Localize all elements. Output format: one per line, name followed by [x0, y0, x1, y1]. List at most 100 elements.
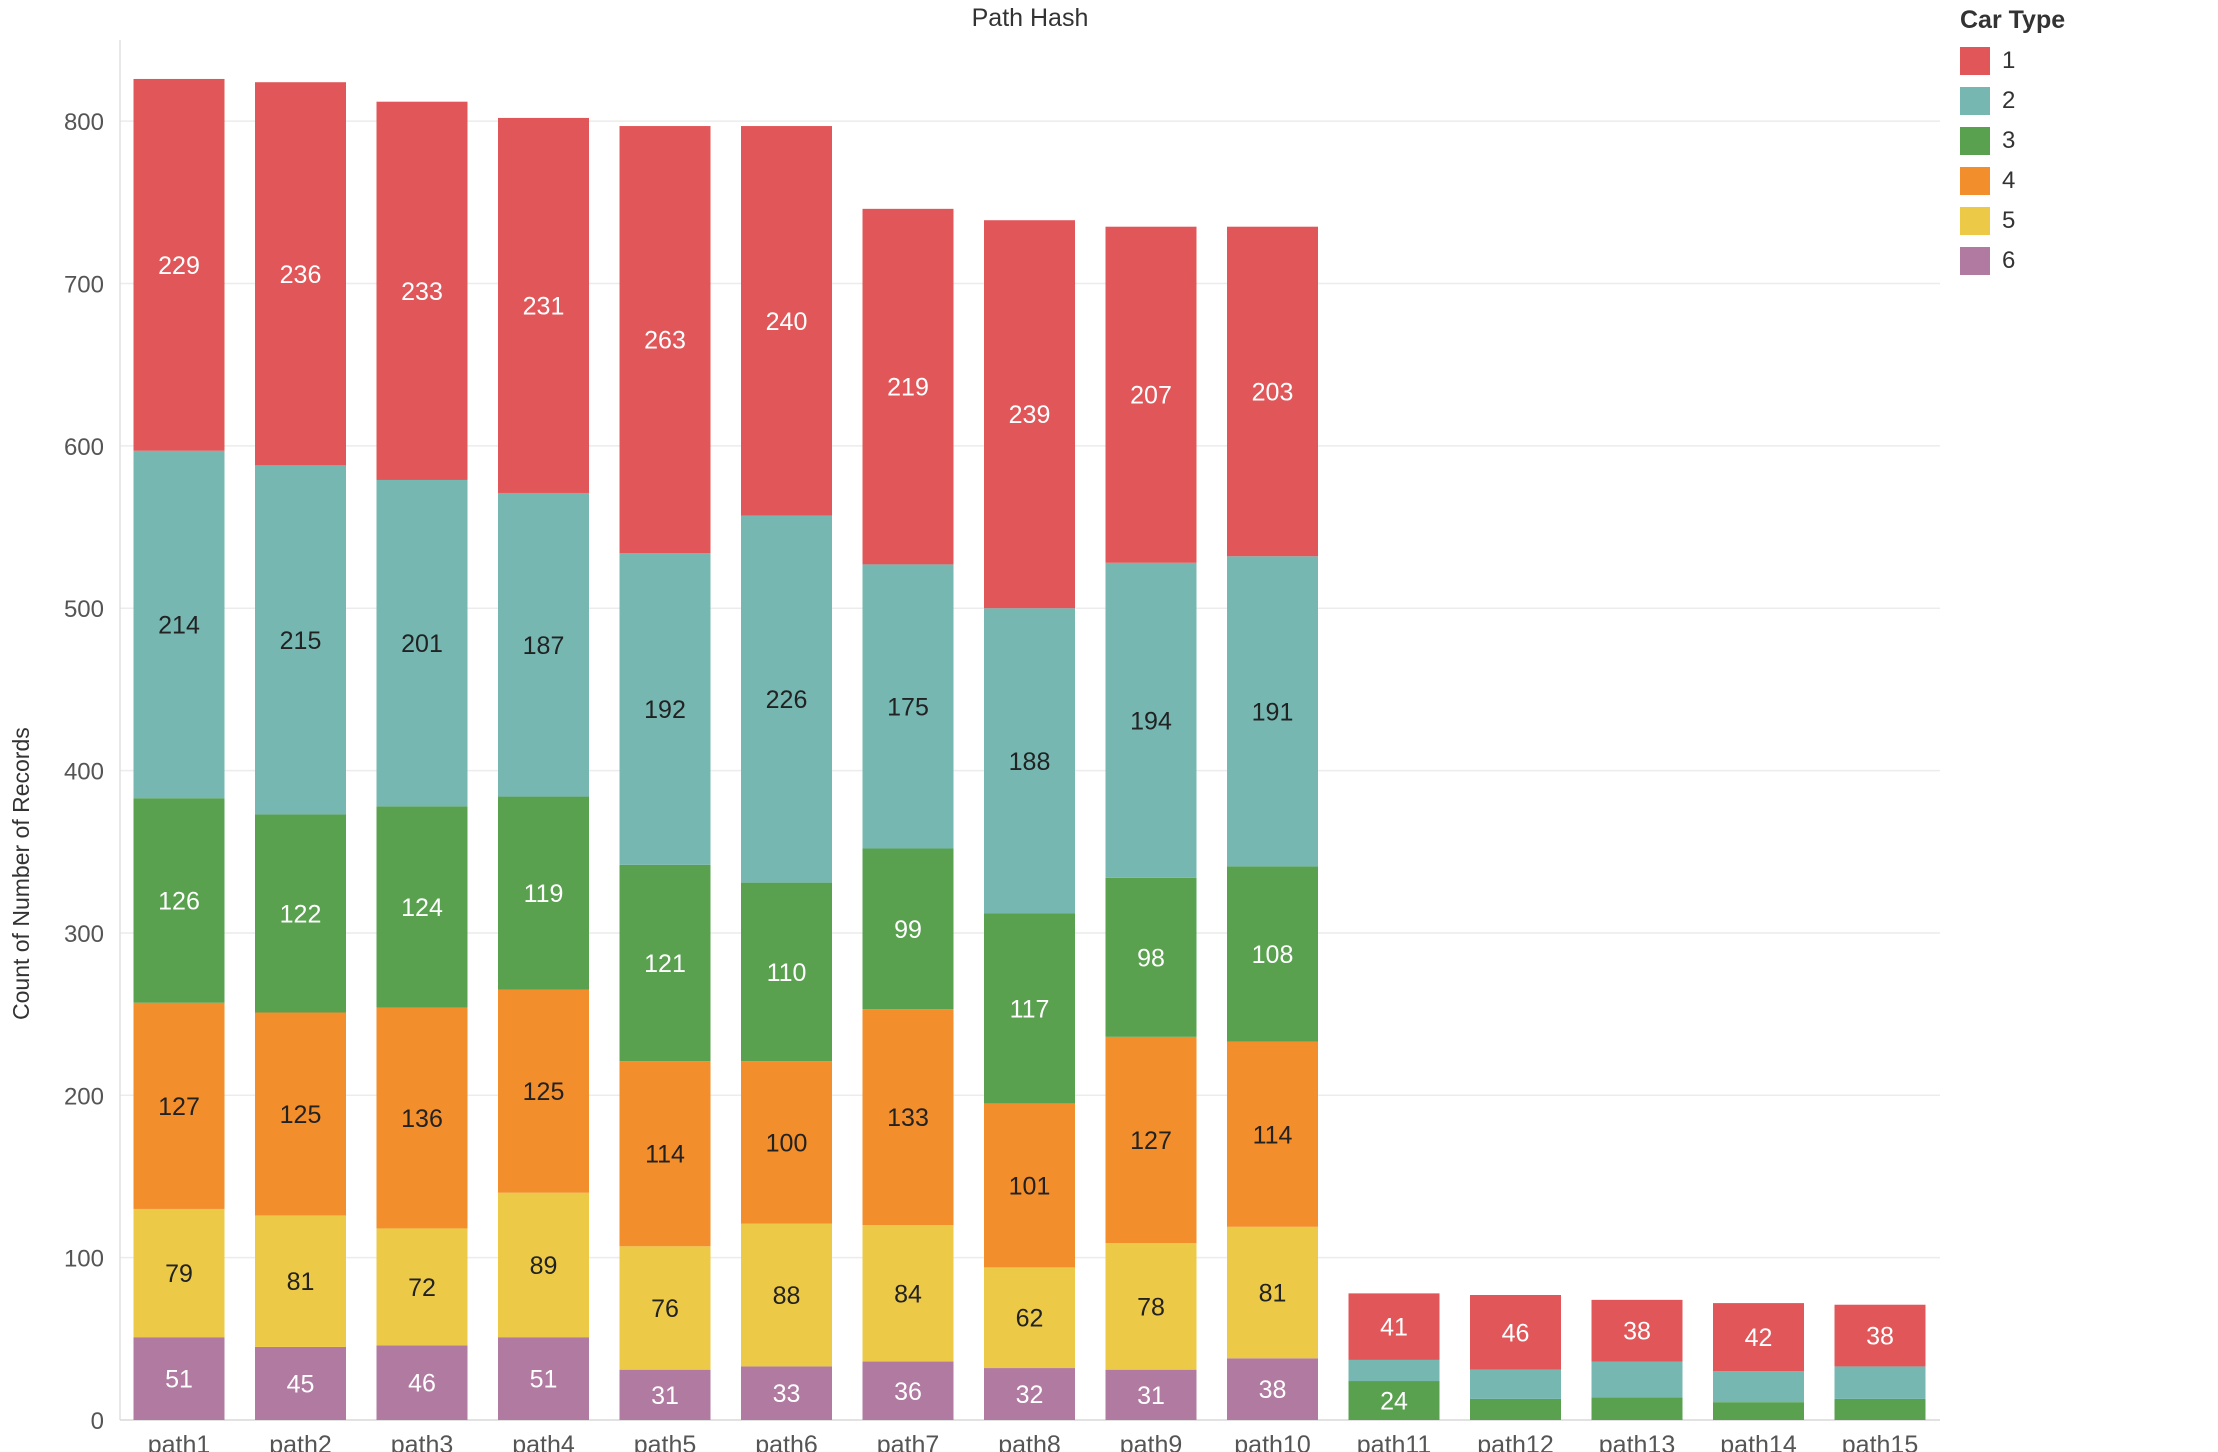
legend-swatch: [1960, 87, 1990, 115]
legend-title: Car Type: [1960, 6, 2066, 34]
x-tick-label: path10: [1234, 1431, 1310, 1452]
legend-label: 4: [2002, 167, 2016, 194]
bar-segment: [741, 1366, 832, 1420]
data-label: 42: [1745, 1324, 1773, 1352]
x-tick-label: path14: [1720, 1431, 1797, 1452]
bar-segment: [862, 1225, 954, 1362]
data-label: 239: [1009, 401, 1051, 429]
bar-segment: [619, 1061, 711, 1247]
bar-segment: [1834, 1398, 1926, 1420]
y-tick-label: 100: [64, 1246, 104, 1273]
bar-segment: [133, 78, 225, 451]
bar-segment: [1470, 1369, 1561, 1399]
x-tick-label: path7: [877, 1431, 940, 1452]
bar-segment: [1227, 866, 1318, 1042]
bar-segment: [862, 208, 954, 565]
data-label: 46: [1502, 1319, 1530, 1347]
bar-segment: [1348, 1293, 1440, 1360]
bar-segment: [133, 1208, 225, 1338]
bar-segment: [498, 117, 589, 493]
bar-segment: [376, 479, 468, 807]
bar-segment: [1470, 1294, 1561, 1370]
bar-segment: [1105, 1369, 1197, 1420]
bar-segment: [133, 1002, 225, 1209]
legend: Car Type 1 2 3 4 5 6: [1960, 6, 2200, 281]
data-label: 233: [401, 278, 443, 306]
bar-segment: [255, 1215, 346, 1347]
data-label: 114: [645, 1141, 685, 1169]
y-tick-label: 500: [64, 596, 104, 623]
x-tick-label: path11: [1357, 1431, 1432, 1452]
y-tick-label: 800: [64, 109, 104, 136]
data-label: 207: [1130, 382, 1172, 410]
bar-segment: [133, 798, 225, 1003]
legend-item: 6: [1960, 241, 2200, 281]
bar-segment: [1348, 1359, 1440, 1382]
data-label: 31: [651, 1382, 679, 1410]
legend-label: 3: [2002, 127, 2016, 154]
data-label: 101: [1009, 1172, 1051, 1200]
bar-segment: [1834, 1366, 1926, 1399]
bar-segment: [255, 814, 346, 1013]
bar-segment: [1713, 1402, 1804, 1420]
y-tick-label: 400: [64, 759, 104, 786]
bar-segment: [498, 989, 589, 1193]
data-label: 38: [1866, 1323, 1894, 1351]
data-label: 191: [1252, 698, 1294, 726]
legend-item: 2: [1960, 81, 2200, 121]
data-label: 110: [767, 959, 807, 987]
bar-segment: [376, 1228, 468, 1346]
data-label: 99: [894, 916, 922, 944]
data-label: 100: [766, 1129, 808, 1157]
legend-item: 1: [1960, 41, 2200, 81]
bar-segment: [984, 1368, 1075, 1420]
data-label: 117: [1010, 995, 1050, 1023]
bar-segment: [741, 882, 832, 1062]
x-tick-label: path3: [391, 1431, 454, 1452]
bar-segment: [255, 465, 346, 815]
x-tick-label: path1: [148, 1431, 211, 1452]
data-label: 214: [158, 611, 200, 639]
data-label: 124: [401, 894, 443, 922]
data-label: 76: [651, 1295, 679, 1323]
bar-segment: [1227, 1358, 1318, 1420]
data-label: 175: [887, 693, 929, 721]
bar-segment: [498, 1337, 589, 1420]
data-label: 201: [401, 630, 443, 658]
data-label: 226: [766, 686, 808, 714]
bar-segment: [619, 126, 711, 554]
data-label: 24: [1380, 1388, 1408, 1416]
bar-segment: [1105, 226, 1197, 563]
bar-segment: [255, 1012, 346, 1216]
bar-segment: [376, 806, 468, 1008]
bar-segment: [1470, 1398, 1561, 1420]
bar-segment: [619, 1369, 711, 1420]
data-label: 127: [1130, 1127, 1172, 1155]
legend-label: 2: [2002, 87, 2016, 114]
x-tick-label: path12: [1477, 1431, 1553, 1452]
bar-segment: [1713, 1303, 1804, 1372]
bar-segment: [984, 608, 1075, 914]
legend-item: 3: [1960, 121, 2200, 161]
bar-segment: [498, 492, 589, 797]
legend-swatch: [1960, 127, 1990, 155]
bar-segment: [984, 913, 1075, 1104]
data-label: 126: [158, 887, 200, 915]
bar-segment: [1227, 226, 1318, 557]
bar-segment: [133, 450, 225, 799]
y-tick-label: 0: [91, 1408, 104, 1435]
data-label: 98: [1137, 944, 1165, 972]
data-label: 36: [894, 1378, 922, 1406]
legend-label: 6: [2002, 247, 2016, 274]
data-label: 33: [773, 1380, 801, 1408]
data-label: 32: [1016, 1381, 1044, 1409]
data-label: 78: [1137, 1293, 1165, 1321]
data-label: 187: [523, 632, 565, 660]
bar-segment: [984, 220, 1075, 609]
data-label: 133: [887, 1104, 929, 1132]
x-tick-label: path15: [1842, 1431, 1918, 1452]
data-label: 45: [287, 1370, 315, 1398]
bar-segment: [376, 1345, 468, 1420]
bar-segment: [741, 126, 832, 516]
x-tick-label: path6: [755, 1431, 818, 1452]
